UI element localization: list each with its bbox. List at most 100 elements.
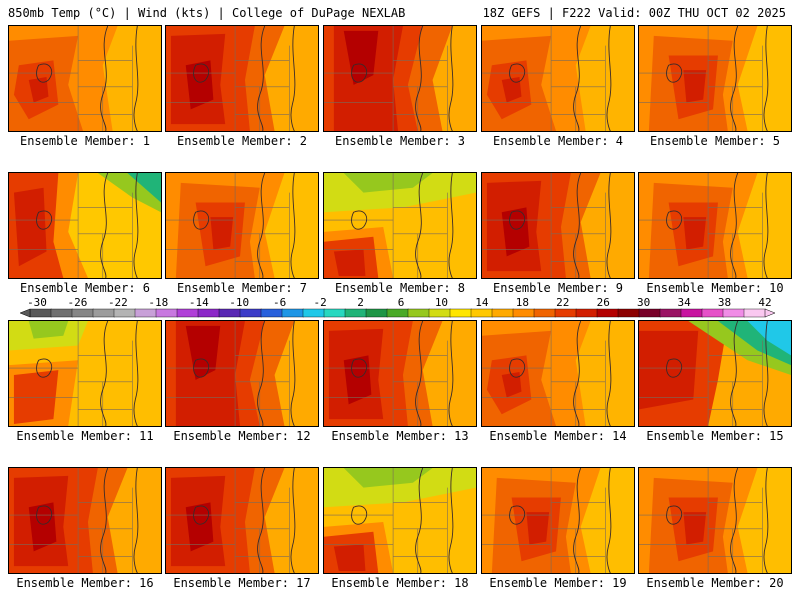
temperature-shading-region (343, 468, 433, 488)
isotherm-contour (415, 321, 424, 426)
colorbar-segment (533, 308, 556, 318)
isotherm-contour (763, 468, 769, 573)
colorbar-tick-label: -6 (273, 296, 287, 309)
colorbar-segment (113, 308, 136, 318)
isotherm-contour (193, 505, 210, 525)
isotherm-contour (666, 210, 683, 230)
temperature-shading-region (28, 502, 57, 552)
colorbar-segment (680, 308, 703, 318)
ensemble-member-label: Ensemble Member: 12 (173, 429, 311, 443)
colorbar-segment (575, 308, 598, 318)
isotherm-contour (573, 173, 582, 278)
ensemble-member-label: Ensemble Member: 6 (19, 281, 151, 295)
temperature-shading-region (343, 173, 433, 193)
isotherm-contour (415, 173, 424, 278)
colorbar-segment (365, 308, 388, 318)
temperature-shading-region (13, 370, 59, 425)
colorbar-tick-label: 10 (434, 296, 449, 309)
ensemble-map-panel (165, 320, 319, 427)
temperature-shading-region (13, 187, 47, 267)
ensemble-map-panel (481, 172, 635, 279)
isotherm-contour (730, 321, 739, 426)
colorbar-segment (512, 308, 535, 318)
colorbar-segment (134, 308, 157, 318)
colorbar-segment (407, 308, 430, 318)
ensemble-map-panel (638, 467, 792, 574)
ensemble-member-label: Ensemble Member: 9 (492, 281, 624, 295)
isotherm-contour (606, 173, 612, 278)
colorbar-segment (218, 308, 241, 318)
colorbar-segment (638, 308, 661, 318)
isotherm-contour (666, 505, 683, 525)
colorbar-tick-label: 22 (556, 296, 570, 309)
colorbar-segment (50, 308, 73, 318)
ensemble-map-panel (481, 467, 635, 574)
isotherm-contour (573, 468, 582, 573)
isotherm-contour (606, 26, 612, 131)
temperature-shading-region (185, 502, 214, 552)
isotherm-contour (448, 26, 454, 131)
isotherm-contour (666, 63, 683, 83)
isotherm-contour (257, 173, 266, 278)
isotherm-contour (257, 321, 266, 426)
colorbar-tick-label: -18 (148, 296, 169, 309)
temperature-shading-region (185, 60, 214, 110)
ensemble-map-panel (481, 320, 635, 427)
colorbar-segment (596, 308, 619, 318)
colorbar-tick-label: -10 (229, 296, 250, 309)
colorbar-arrow-left (19, 308, 31, 318)
isotherm-contour (36, 358, 53, 378)
ensemble-member-label: Ensemble Member: 10 (646, 281, 784, 295)
ensemble-map-panel (638, 172, 792, 279)
isotherm-contour (100, 321, 109, 426)
temperature-shading-region (333, 249, 366, 277)
colorbar-segment (71, 308, 94, 318)
colorbar-segment (659, 308, 682, 318)
ensemble-member-label: Ensemble Member: 15 (646, 429, 784, 443)
temperature-shading-region (501, 372, 522, 398)
isotherm-contour (730, 468, 739, 573)
isotherm-contour (351, 210, 368, 230)
isotherm-contour (290, 468, 296, 573)
ensemble-map-panel (8, 172, 162, 279)
isotherm-contour (448, 321, 454, 426)
isotherm-contour (133, 321, 139, 426)
temperature-shading-region (639, 330, 699, 410)
colorbar-segment (92, 308, 115, 318)
temperature-shading-region (333, 544, 366, 572)
isotherm-contour (193, 358, 210, 378)
isotherm-contour (257, 468, 266, 573)
temperature-shading-region (185, 325, 221, 380)
isotherm-contour (415, 26, 424, 131)
isotherm-contour (290, 321, 296, 426)
ensemble-map-panel (323, 172, 477, 279)
ensemble-member-label: Ensemble Member: 4 (492, 134, 624, 148)
ensemble-map-panel (323, 320, 477, 427)
temperature-shading-region (28, 77, 49, 103)
isotherm-contour (257, 26, 266, 131)
ensemble-map-panel (481, 25, 635, 132)
colorbar-segment (302, 308, 325, 318)
colorbar-tick-label: 2 (357, 296, 364, 309)
ensemble-member-label: Ensemble Member: 11 (16, 429, 154, 443)
isotherm-contour (509, 63, 526, 83)
isotherm-contour (509, 358, 526, 378)
ensemble-member-label: Ensemble Member: 5 (649, 134, 781, 148)
isotherm-contour (36, 63, 53, 83)
colorbar-tick-label: 6 (397, 296, 405, 309)
isotherm-contour (509, 210, 526, 230)
temperature-colorbar (19, 308, 776, 318)
isotherm-contour (36, 505, 53, 525)
isotherm-contour (351, 505, 368, 525)
header-right-title: 18Z GEFS | F222 Valid: 00Z THU OCT 02 20… (482, 6, 786, 20)
temperature-shading-region (526, 512, 550, 545)
isotherm-contour (730, 26, 739, 131)
colorbar-segment (386, 308, 409, 318)
isotherm-contour (351, 358, 368, 378)
temperature-shading-region (343, 355, 372, 405)
temperature-shading-region (127, 173, 161, 203)
colorbar-segment (491, 308, 514, 318)
ensemble-map-panel (638, 320, 792, 427)
colorbar-segment (554, 308, 577, 318)
colorbar-segment (701, 308, 724, 318)
